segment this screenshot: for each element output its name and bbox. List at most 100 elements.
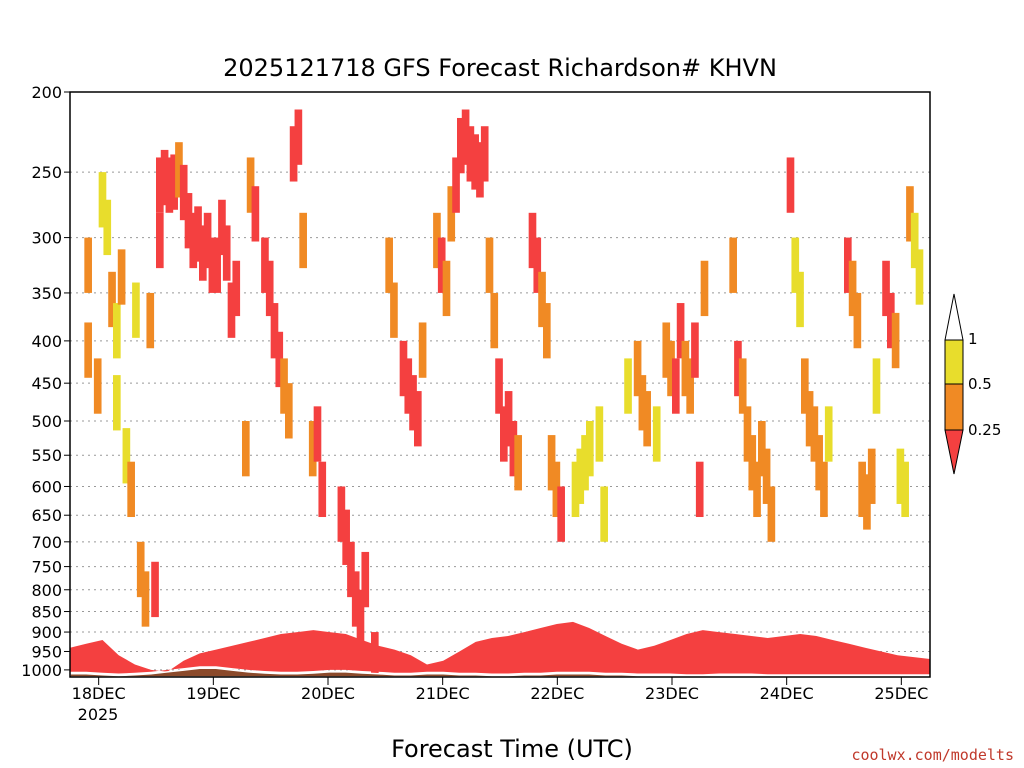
cell-51 [347,541,355,598]
y-tick-label-950: 950 [31,642,62,661]
cell-77 [500,406,508,462]
y-tick-label-200: 200 [31,83,62,102]
cell-79 [509,421,518,477]
cell-39 [270,303,279,359]
cell-59 [404,358,413,414]
y-tick-label-600: 600 [31,477,62,496]
cell-86 [552,461,561,518]
cell-69 [461,109,470,165]
cell-6 [113,303,121,359]
cell-44 [294,109,303,165]
y-tick-label-300: 300 [31,229,62,248]
cell-89 [576,448,585,504]
cell-123 [815,435,823,491]
cell-18 [160,149,169,206]
cell-136 [896,448,905,504]
x-axis-title: Forecast Time (UTC) [391,735,633,763]
cell-15 [151,561,159,618]
cell-82 [533,237,542,293]
cell-132 [872,358,881,414]
cell-134 [887,292,895,349]
cell-65 [442,260,451,317]
cell-34 [242,421,250,477]
cell-31 [222,225,231,281]
cell-120 [801,358,809,414]
cell-33 [232,260,241,317]
cell-64 [437,237,446,293]
cell-80 [514,435,522,491]
y-tick-label-550: 550 [31,446,62,465]
legend-top-arrow [944,293,964,341]
x-tick-label-23DEC: 23DEC [645,684,699,703]
color-legend: 1 0.5 0.25 [944,293,1001,475]
plot-frame [69,91,931,678]
cell-81 [528,212,537,269]
cell-1 [84,237,92,293]
boundary-layer-band [70,621,930,675]
cell-27 [203,212,212,269]
cell-106 [695,461,704,518]
cell-140 [915,249,924,305]
cell-57 [390,282,398,338]
y-tick-label-1000: 1000 [21,661,62,680]
y-tick-label-800: 800 [31,581,62,600]
cell-104 [686,358,694,414]
cell-83 [538,271,546,328]
cell-23 [184,193,193,249]
legend-swatch-high [944,339,964,385]
cell-42 [285,383,293,439]
cell-96 [638,375,647,431]
ground-surface [70,667,930,677]
cell-75 [490,292,499,349]
x-tick-label-21DEC: 21DEC [416,684,470,703]
legend-label-0.5: 0.5 [968,375,992,393]
cell-72 [476,142,484,198]
cell-14 [146,292,155,349]
cell-35 [246,157,255,213]
cell-45 [299,212,307,269]
cell-98 [652,406,661,462]
cell-40 [275,331,284,388]
cell-124 [820,461,828,518]
cell-118 [791,237,800,293]
cell-139 [910,212,919,269]
cell-107 [700,260,709,317]
cell-47 [313,406,322,462]
cell-122 [810,406,819,462]
cell-60 [409,375,417,431]
cell-128 [853,292,862,349]
cell-5 [108,271,116,328]
cell-63 [433,212,441,269]
y-axis-ticks: 200 250 300 350 400 450 500 550 600 650 700 750 800 8… [21,83,70,680]
cell-21 [175,142,183,198]
x-axis-ticks: 18DEC 19DEC 20DEC 21DEC 22DEC 23DEC 24DEC 25DEC [72,677,928,703]
cell-36 [251,186,260,242]
cell-87 [557,486,565,542]
cell-9 [122,428,131,484]
cell-66 [447,186,456,242]
cell-113 [753,461,761,518]
cell-30 [218,199,226,256]
cell-110 [738,358,747,414]
cell-129 [858,461,866,518]
chart-title: 2025121718 GFS Forecast Richardson# KHVN [223,54,777,82]
cell-0 [84,322,92,378]
cell-76 [495,358,503,414]
cell-78 [504,391,513,447]
cell-37 [261,237,269,293]
cell-117 [786,157,795,213]
cell-97 [643,391,651,447]
cell-131 [867,448,876,504]
cell-48 [318,461,327,518]
cell-133 [882,260,890,317]
cell-32 [227,282,236,338]
cell-13 [141,571,150,627]
y-tick-label-850: 850 [31,603,62,622]
cell-114 [758,421,766,477]
y-tick-label-700: 700 [31,533,62,552]
cell-100 [667,340,675,397]
legend-label-1: 1 [968,330,978,348]
cell-127 [848,260,857,317]
cell-99 [662,322,671,378]
y-tick-label-750: 750 [31,558,62,577]
